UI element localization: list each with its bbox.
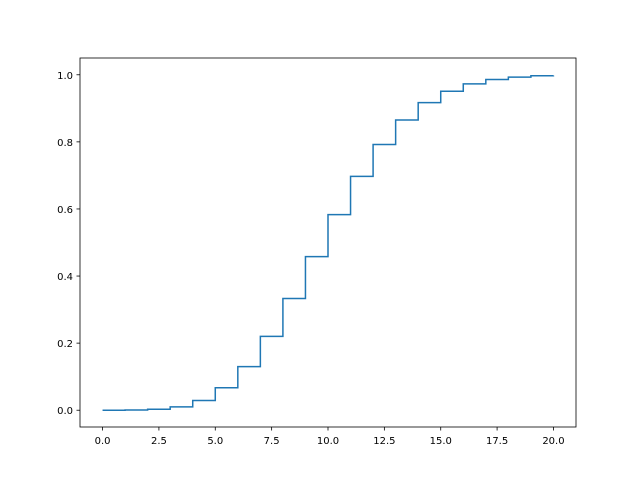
y-tick-label: 0.6 (57, 205, 73, 216)
step-line (102, 75, 555, 411)
x-tick-label: 7.5 (264, 436, 280, 447)
x-tick-label: 10.0 (317, 436, 339, 447)
x-tick-label: 2.5 (151, 436, 167, 447)
x-tick-label: 5.0 (207, 436, 223, 447)
y-tick-label: 0.0 (57, 406, 73, 417)
x-tick-label: 20.0 (542, 436, 564, 447)
x-tick-label: 0.0 (95, 436, 111, 447)
y-tick-label: 0.8 (57, 138, 73, 149)
y-tick-label: 1.0 (57, 71, 73, 82)
x-tick-label: 12.5 (373, 436, 395, 447)
y-tick-label: 0.2 (57, 339, 73, 350)
x-tick-label: 17.5 (486, 436, 508, 447)
y-tick-label: 0.4 (57, 272, 73, 283)
x-tick-label: 15.0 (430, 436, 452, 447)
